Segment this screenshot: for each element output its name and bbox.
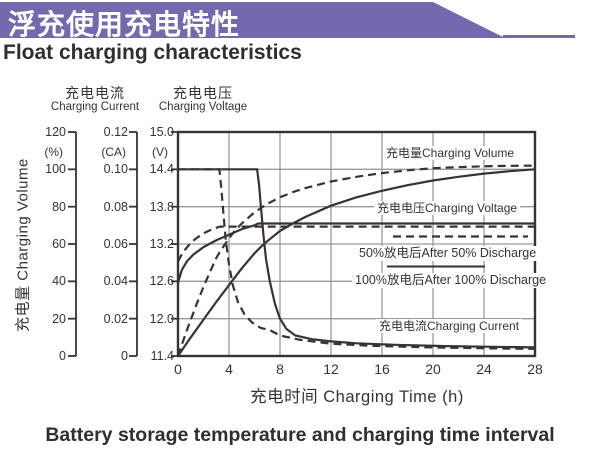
- voltage-axis-unit: (V): [152, 145, 168, 159]
- header-banner-tail-line: [503, 35, 575, 38]
- curve-charging-current-after-100-discharge: [178, 168, 536, 349]
- volume-axis-title: 充电量 Charging Volume: [14, 158, 32, 332]
- tick-label: 20: [52, 311, 66, 326]
- header-banner: 浮充使用充电特性: [0, 2, 505, 38]
- voltage-axis-header-cn: 充电电压: [173, 85, 233, 101]
- tick-label: 0: [59, 349, 66, 363]
- tick-label: 16: [374, 361, 390, 377]
- tick-label: 0: [174, 361, 182, 377]
- legend-after-100-discharge: 100%放电后After 100% Discharge: [352, 273, 550, 288]
- tick-label: 60: [52, 237, 66, 251]
- bottom-caption: Battery storage temperature and charging…: [45, 424, 555, 446]
- tick-label: 0.04: [103, 274, 128, 289]
- curve-charging-current-after-50-discharge: [178, 168, 536, 350]
- current-axis-unit: (CA): [101, 145, 126, 159]
- tick-label: 0.10: [103, 162, 128, 177]
- tick-label: 14.4: [149, 162, 174, 177]
- volume-axis-unit: (%): [44, 145, 63, 159]
- tick-label: 15.0: [149, 125, 174, 139]
- tick-label: 40: [52, 274, 66, 289]
- voltage-axis-header-en: Charging Voltage: [158, 100, 248, 113]
- page-subtitle: Float charging characteristics: [3, 41, 302, 64]
- current-axis-header-cn: 充电电流: [65, 85, 125, 101]
- tick-label: 0.06: [103, 237, 128, 251]
- tick-label: 11.4: [150, 349, 174, 363]
- tick-label: 13.2: [149, 237, 174, 251]
- tick-label: 20: [425, 361, 441, 377]
- label-charging-voltage: 充电电压Charging Voltage: [374, 201, 521, 216]
- tick-label: 100: [45, 162, 66, 177]
- tick-label: 12.0: [149, 311, 174, 326]
- curve-charging-voltage-after-100-discharge: [176, 222, 535, 283]
- label-charging-current: 充电电流Charging Current: [376, 319, 523, 334]
- current-axis-header: 充电电流 Charging Current: [40, 86, 150, 113]
- tick-label: 8: [276, 361, 284, 377]
- legend-after-50-discharge: 50%放电后After 50% Discharge: [356, 246, 540, 261]
- tick-label: 0: [121, 349, 128, 363]
- tick-label: 0.02: [103, 311, 128, 326]
- x-axis-title: 充电时间 Charging Time (h): [250, 388, 464, 406]
- tick-label: 12.6: [149, 274, 174, 289]
- tick-label: 13.8: [149, 199, 174, 214]
- tick-label: 24: [476, 361, 492, 377]
- voltage-axis-header: 充电电压 Charging Voltage: [142, 86, 264, 113]
- tick-label: 12: [323, 361, 339, 377]
- current-axis-header-en: Charging Current: [50, 100, 140, 113]
- tick-label: 80: [52, 199, 66, 214]
- page-title-cn: 浮充使用充电特性: [8, 9, 241, 40]
- tick-label: 0.12: [103, 125, 128, 139]
- tick-label: 4: [225, 361, 233, 377]
- curve-charging-volume-after-50-discharge: [176, 164, 536, 357]
- label-charging-volume: 充电量Charging Volume: [383, 146, 518, 161]
- tick-label: 0.08: [103, 199, 128, 214]
- tick-label: 120: [45, 125, 66, 139]
- curve-charging-voltage-after-50-discharge: [177, 225, 535, 262]
- tick-label: 28: [527, 361, 543, 377]
